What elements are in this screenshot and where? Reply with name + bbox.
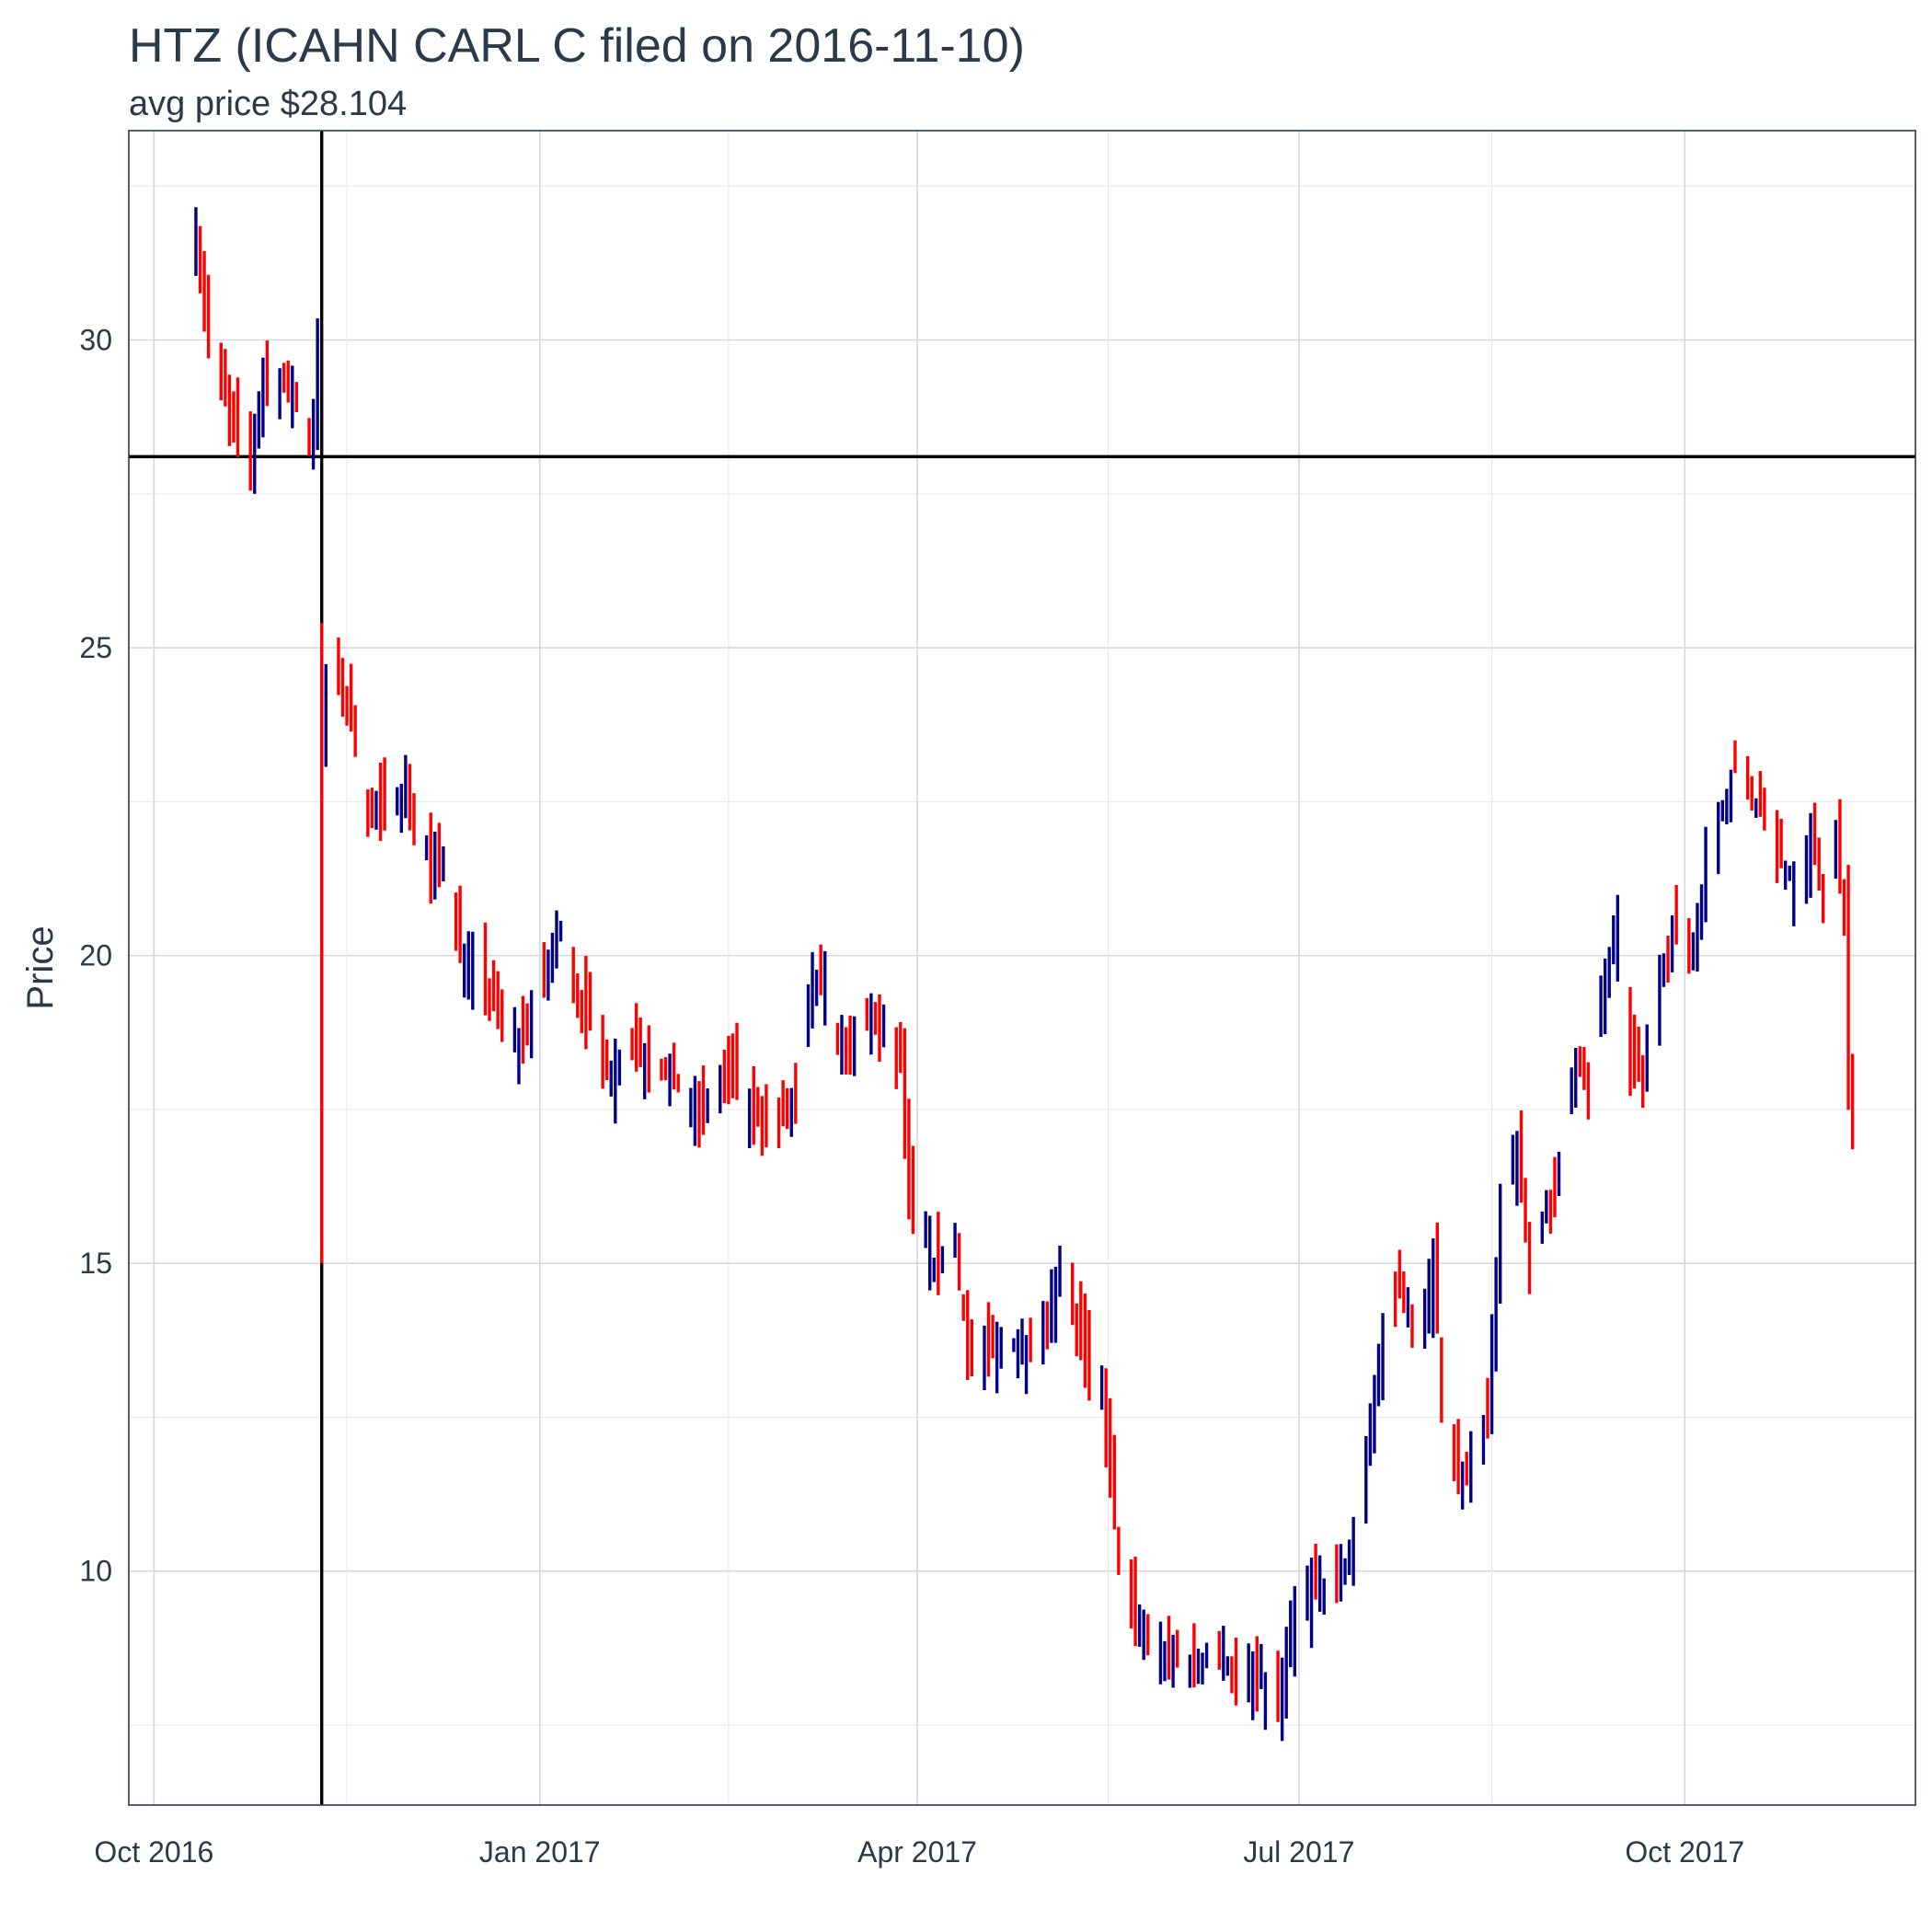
y-tick-label: 15 — [79, 1247, 112, 1280]
x-tick-label: Apr 2017 — [857, 1835, 977, 1869]
chart-subtitle: avg price $28.104 — [129, 85, 408, 123]
y-axis-ticks: 10 15 20 25 30 — [79, 324, 112, 1588]
y-axis-title: Price — [20, 926, 61, 1009]
y-tick-label: 30 — [79, 324, 112, 357]
x-tick-label: Jan 2017 — [479, 1835, 601, 1869]
x-tick-label: Oct 2016 — [94, 1835, 213, 1869]
reference-lines — [129, 131, 1915, 1805]
y-tick-label: 25 — [79, 631, 112, 664]
y-tick-label: 20 — [79, 939, 112, 972]
x-tick-label: Jul 2017 — [1243, 1835, 1354, 1869]
chart-title: HTZ (ICAHN CARL C filed on 2016-11-10) — [129, 19, 1025, 73]
x-tick-label: Oct 2017 — [1625, 1835, 1744, 1869]
plot-frame — [128, 130, 1916, 1806]
x-axis-ticks: Oct 2016 Jan 2017 Apr 2017 Jul 2017 Oct 2017 — [94, 1835, 1744, 1869]
grid-lines — [129, 131, 1915, 1805]
price-bars — [194, 207, 1855, 1742]
y-tick-label: 10 — [79, 1555, 112, 1588]
